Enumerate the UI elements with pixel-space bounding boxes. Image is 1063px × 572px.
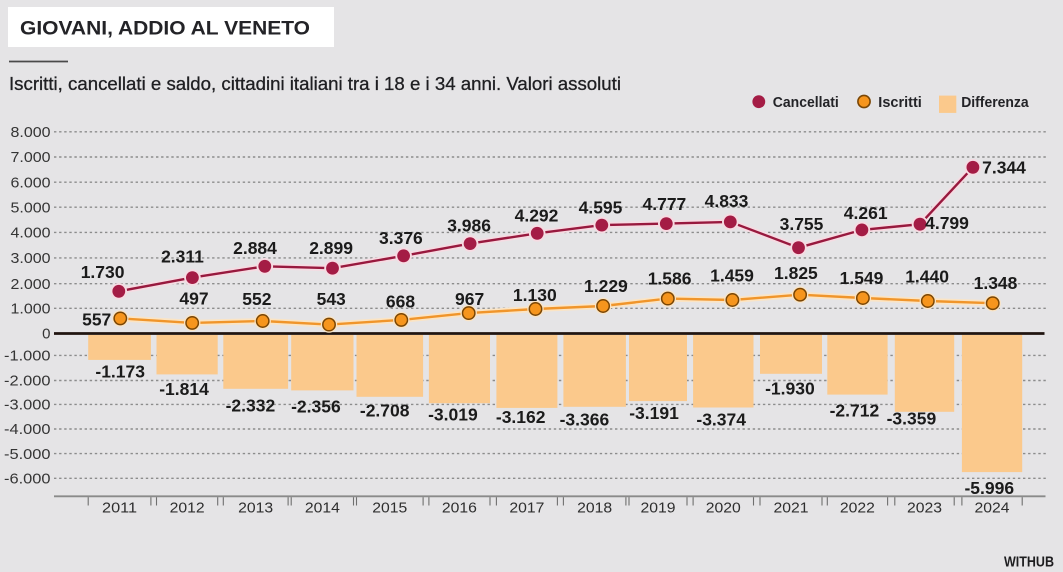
svg-text:7.344: 7.344 bbox=[982, 158, 1026, 178]
svg-text:4.799: 4.799 bbox=[925, 213, 969, 233]
svg-text:WITHUB: WITHUB bbox=[1004, 555, 1054, 571]
svg-text:1.229: 1.229 bbox=[584, 276, 628, 296]
svg-text:-2.332: -2.332 bbox=[226, 396, 276, 416]
svg-text:-5.000: -5.000 bbox=[4, 446, 51, 463]
svg-text:497: 497 bbox=[179, 289, 208, 309]
svg-text:552: 552 bbox=[242, 289, 271, 309]
svg-text:1.440: 1.440 bbox=[905, 266, 949, 286]
svg-text:1.586: 1.586 bbox=[648, 269, 692, 289]
svg-text:2017: 2017 bbox=[509, 501, 544, 517]
svg-text:2.884: 2.884 bbox=[233, 238, 277, 258]
svg-text:-4.000: -4.000 bbox=[4, 421, 51, 438]
svg-text:2024: 2024 bbox=[975, 501, 1010, 517]
svg-text:-1.814: -1.814 bbox=[159, 379, 209, 399]
svg-text:4.833: 4.833 bbox=[705, 191, 749, 211]
svg-text:4.777: 4.777 bbox=[643, 194, 687, 214]
svg-text:967: 967 bbox=[455, 289, 484, 309]
svg-text:4.595: 4.595 bbox=[579, 197, 623, 217]
svg-text:4.292: 4.292 bbox=[515, 206, 559, 226]
svg-text:-1.000: -1.000 bbox=[4, 348, 51, 365]
svg-text:-3.000: -3.000 bbox=[4, 397, 51, 414]
svg-text:-3.359: -3.359 bbox=[887, 409, 937, 429]
svg-text:4.261: 4.261 bbox=[844, 203, 888, 223]
svg-text:1.348: 1.348 bbox=[974, 273, 1018, 293]
svg-text:-3.019: -3.019 bbox=[428, 405, 478, 425]
svg-text:-2.000: -2.000 bbox=[4, 373, 51, 390]
svg-text:2016: 2016 bbox=[442, 501, 477, 517]
svg-text:-2.712: -2.712 bbox=[830, 400, 880, 420]
svg-text:Cancellati: Cancellati bbox=[773, 95, 839, 111]
svg-text:Iscritti: Iscritti bbox=[878, 95, 922, 111]
svg-text:7.000: 7.000 bbox=[11, 149, 51, 166]
svg-text:2.899: 2.899 bbox=[309, 238, 353, 258]
svg-text:4.000: 4.000 bbox=[11, 225, 51, 242]
svg-text:5.000: 5.000 bbox=[11, 199, 51, 216]
svg-text:1.000: 1.000 bbox=[11, 301, 51, 318]
svg-text:2022: 2022 bbox=[840, 501, 875, 517]
svg-text:668: 668 bbox=[386, 292, 415, 312]
svg-text:-3.366: -3.366 bbox=[560, 410, 610, 430]
svg-text:2.311: 2.311 bbox=[161, 247, 204, 267]
svg-text:3.000: 3.000 bbox=[11, 250, 51, 267]
svg-text:2021: 2021 bbox=[774, 501, 809, 517]
svg-text:-3.374: -3.374 bbox=[696, 410, 746, 430]
svg-text:-3.191: -3.191 bbox=[629, 403, 679, 423]
svg-text:Iscritti, cancellati e saldo,: Iscritti, cancellati e saldo, cittadini … bbox=[9, 73, 621, 94]
svg-text:1.549: 1.549 bbox=[840, 268, 884, 288]
svg-text:-2.356: -2.356 bbox=[291, 397, 341, 417]
svg-text:8.000: 8.000 bbox=[11, 124, 51, 141]
svg-text:2020: 2020 bbox=[706, 501, 741, 517]
svg-text:2023: 2023 bbox=[907, 501, 942, 517]
svg-text:-6.000: -6.000 bbox=[4, 471, 51, 488]
svg-text:543: 543 bbox=[317, 289, 346, 309]
svg-text:1.825: 1.825 bbox=[774, 263, 818, 283]
svg-text:Differenza: Differenza bbox=[961, 95, 1029, 111]
svg-text:-5.996: -5.996 bbox=[964, 478, 1014, 498]
svg-text:-3.162: -3.162 bbox=[496, 407, 546, 427]
svg-text:557: 557 bbox=[82, 309, 111, 329]
svg-text:0: 0 bbox=[42, 326, 50, 343]
svg-text:2015: 2015 bbox=[372, 501, 407, 517]
svg-text:3.986: 3.986 bbox=[447, 216, 491, 236]
svg-text:6.000: 6.000 bbox=[11, 174, 51, 191]
svg-text:2018: 2018 bbox=[577, 501, 612, 517]
svg-text:2012: 2012 bbox=[170, 501, 205, 517]
svg-text:1.459: 1.459 bbox=[710, 266, 754, 286]
svg-text:2014: 2014 bbox=[305, 501, 340, 517]
svg-text:GIOVANI, ADDIO AL VENETO: GIOVANI, ADDIO AL VENETO bbox=[20, 18, 310, 40]
svg-text:2019: 2019 bbox=[641, 501, 676, 517]
svg-text:-1.173: -1.173 bbox=[95, 362, 145, 382]
svg-text:2013: 2013 bbox=[238, 501, 273, 517]
svg-text:2011: 2011 bbox=[102, 501, 137, 517]
svg-text:-2.708: -2.708 bbox=[360, 401, 410, 421]
svg-text:1.130: 1.130 bbox=[513, 285, 557, 305]
svg-text:1.730: 1.730 bbox=[81, 262, 125, 282]
svg-text:3.376: 3.376 bbox=[379, 228, 423, 248]
svg-text:2.000: 2.000 bbox=[11, 276, 51, 293]
svg-text:3.755: 3.755 bbox=[780, 214, 824, 234]
svg-text:-1.930: -1.930 bbox=[765, 378, 815, 398]
